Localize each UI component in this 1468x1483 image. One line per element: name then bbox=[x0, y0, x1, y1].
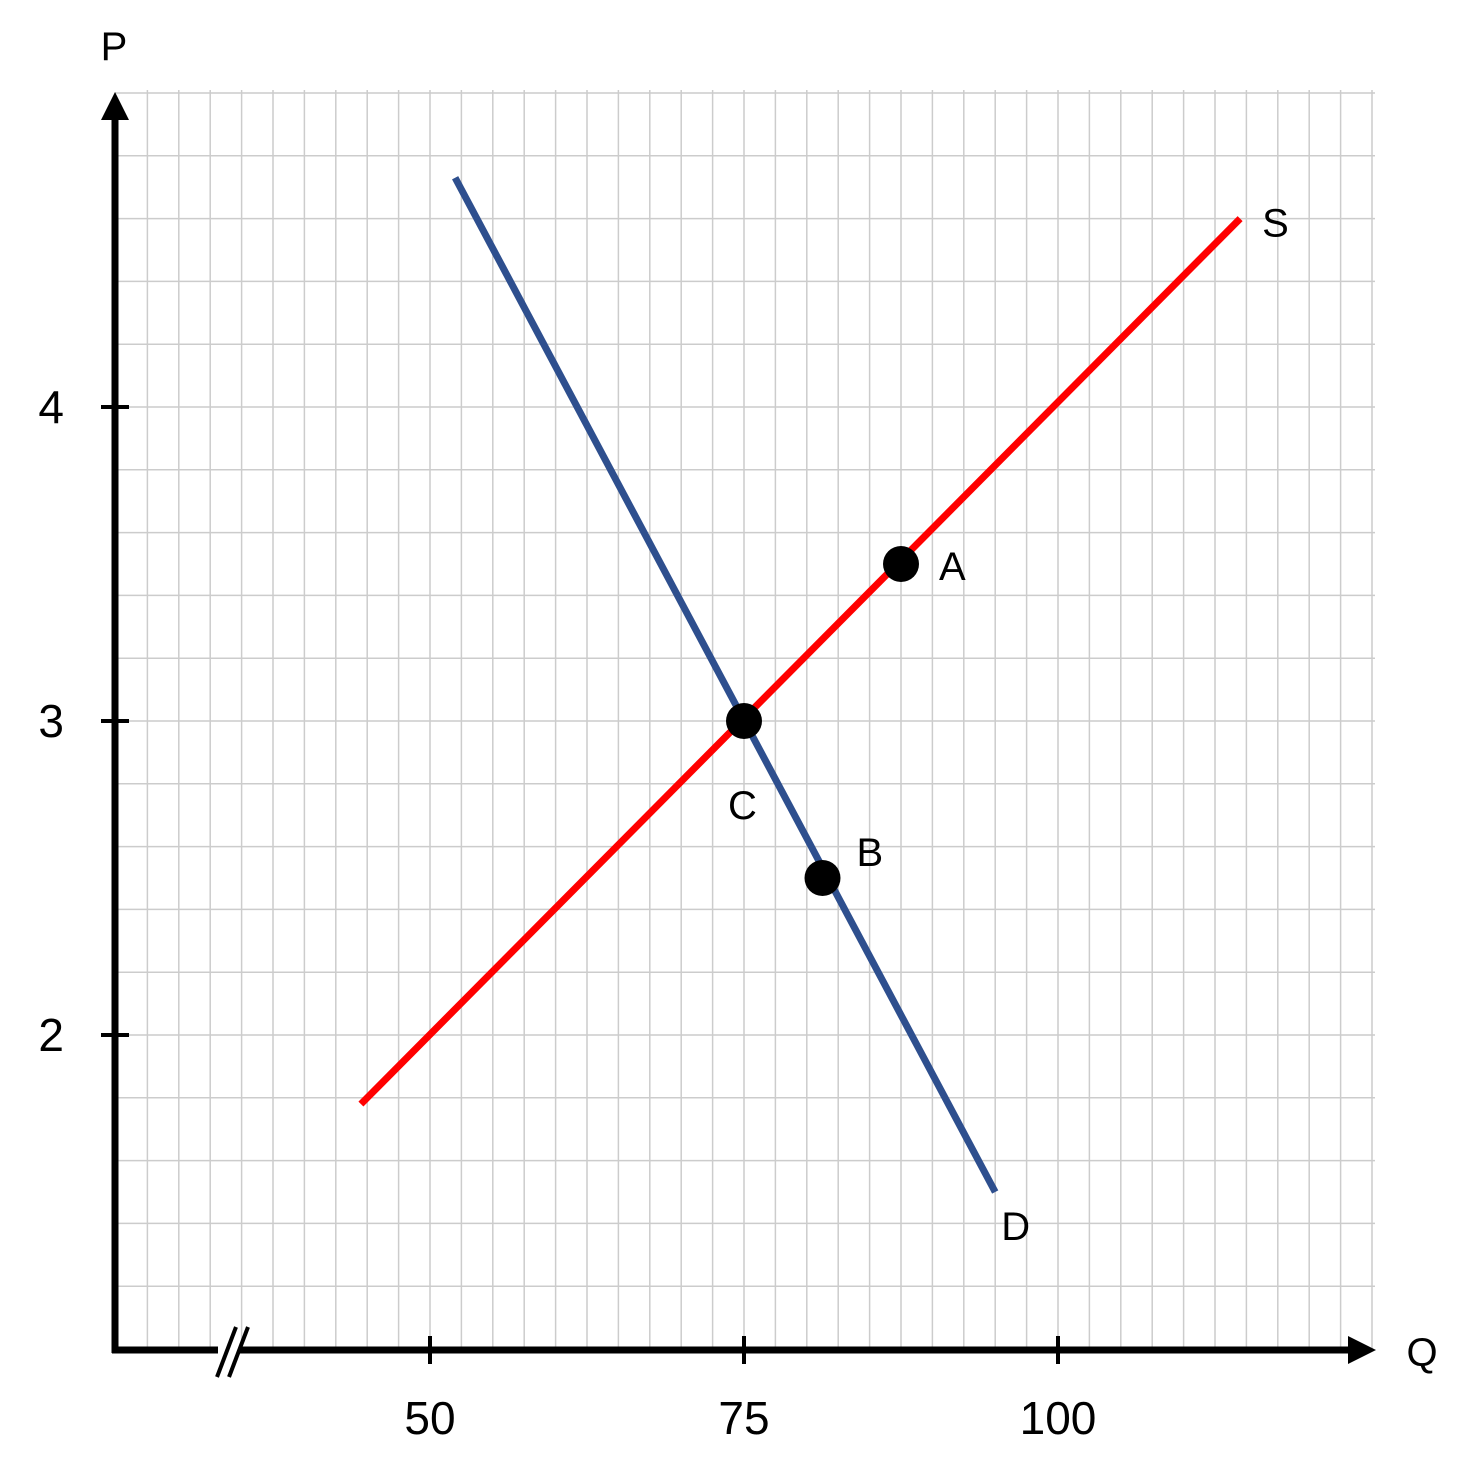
x-axis-title: Q bbox=[1406, 1331, 1437, 1375]
x-tick-label: 50 bbox=[404, 1392, 455, 1444]
axes bbox=[101, 92, 1376, 1378]
point-label-c: C bbox=[728, 784, 757, 828]
grid bbox=[115, 90, 1375, 1350]
y-tick-label: 4 bbox=[38, 381, 64, 433]
curve-s bbox=[358, 216, 1243, 1107]
point-label-b: B bbox=[857, 831, 884, 875]
curve-label-s: S bbox=[1262, 202, 1289, 246]
x-axis-arrowhead bbox=[1348, 1336, 1376, 1364]
curves bbox=[358, 176, 1243, 1194]
points bbox=[726, 546, 919, 896]
point-c bbox=[726, 703, 762, 739]
x-tick-label: 75 bbox=[718, 1392, 769, 1444]
y-axis-arrowhead bbox=[101, 92, 129, 120]
x-tick-label: 100 bbox=[1020, 1392, 1097, 1444]
curve-d bbox=[452, 176, 999, 1194]
point-b bbox=[804, 860, 841, 896]
point-a bbox=[883, 546, 919, 582]
point-label-a: A bbox=[939, 545, 966, 589]
curve-label-d: D bbox=[1001, 1205, 1030, 1249]
labels: 50 75 100 2 3 4 P Q S D A B C bbox=[38, 25, 1437, 1444]
y-tick-label: 3 bbox=[38, 695, 64, 747]
y-tick-label: 2 bbox=[38, 1009, 64, 1061]
axis-break-mark bbox=[215, 1326, 238, 1378]
axis-break-mark bbox=[227, 1326, 250, 1378]
y-axis-title: P bbox=[101, 25, 128, 69]
